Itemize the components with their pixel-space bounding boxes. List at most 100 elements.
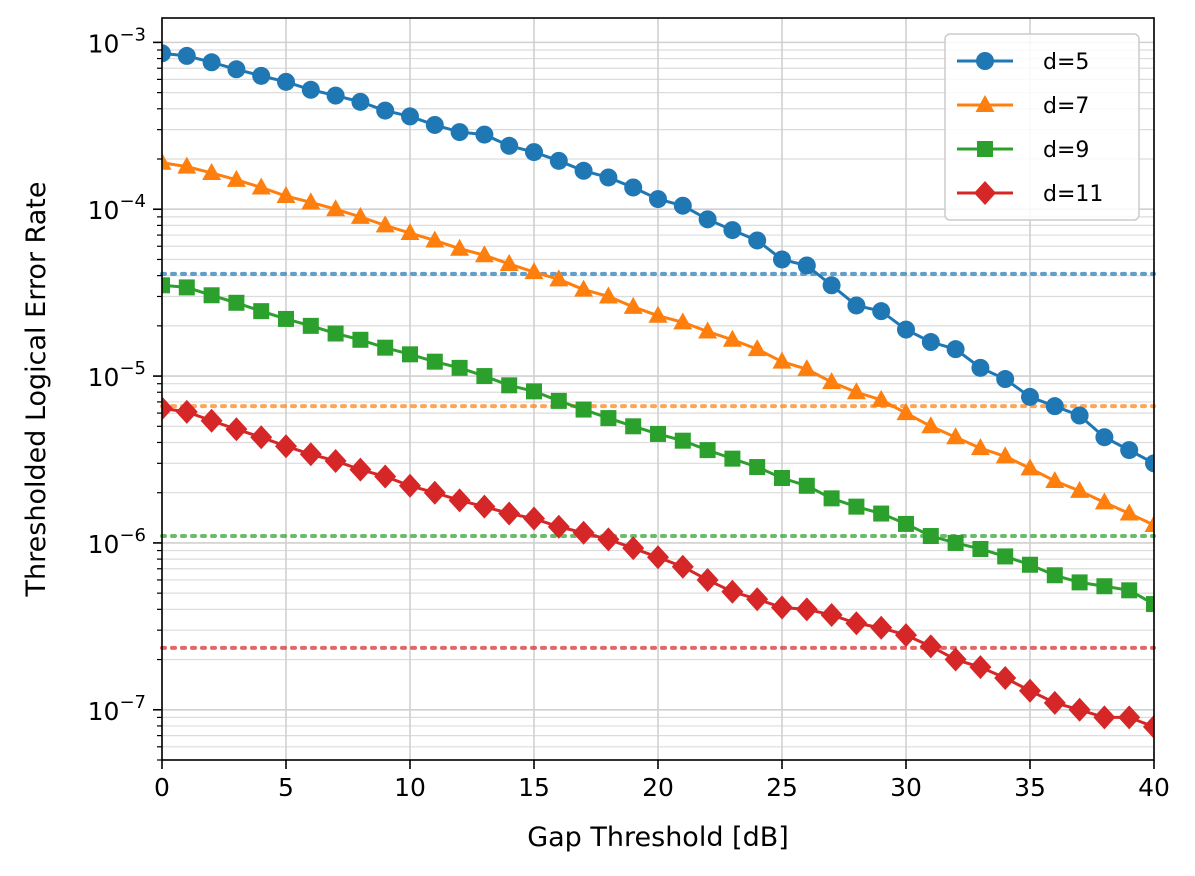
data-point <box>474 245 494 263</box>
x-tick-label: 25 <box>766 773 798 802</box>
data-point <box>721 579 744 604</box>
data-point <box>896 403 916 421</box>
y-axis-label: Thresholded Logical Error Rate <box>21 182 52 598</box>
legend-label: d=7 <box>1043 94 1089 119</box>
data-point <box>1143 714 1154 739</box>
data-point <box>774 469 790 486</box>
data-point <box>673 196 692 215</box>
x-tick-label: 20 <box>642 773 674 802</box>
data-point <box>550 392 567 409</box>
data-point <box>749 459 766 476</box>
data-point <box>1045 397 1064 416</box>
data-point <box>624 178 643 197</box>
legend-marker <box>977 141 993 157</box>
data-point <box>1043 690 1066 715</box>
data-point <box>277 72 295 91</box>
data-point <box>747 339 767 357</box>
data-point <box>402 346 418 363</box>
x-axis-label: Gap Threshold [dB] <box>527 822 789 853</box>
data-point <box>1019 678 1041 703</box>
data-point <box>696 567 719 592</box>
data-point <box>549 151 568 170</box>
x-tick-label: 30 <box>890 773 922 802</box>
data-point <box>500 136 519 155</box>
legend-label: d=5 <box>1043 50 1089 75</box>
data-point <box>425 115 444 134</box>
data-point <box>797 359 817 377</box>
data-point <box>1020 458 1040 476</box>
data-point <box>797 256 816 275</box>
data-point <box>162 152 172 170</box>
data-point <box>1145 454 1154 473</box>
data-point <box>376 101 395 120</box>
data-point <box>1021 387 1039 406</box>
data-point <box>375 215 395 233</box>
data-point <box>425 230 445 248</box>
data-point <box>525 143 543 162</box>
data-point <box>599 168 618 187</box>
data-point <box>227 60 246 79</box>
data-point <box>798 477 815 494</box>
data-point <box>575 401 592 418</box>
data-series <box>162 44 1154 739</box>
series-d=11 <box>162 396 1154 739</box>
y-tick-label: 10−5 <box>88 358 146 392</box>
data-point <box>226 169 246 187</box>
data-point <box>674 432 691 449</box>
data-point <box>278 310 294 327</box>
data-point <box>922 528 939 545</box>
data-point <box>946 427 966 445</box>
data-point <box>647 545 669 570</box>
y-tick-label: 10−3 <box>88 24 146 58</box>
data-point <box>276 186 296 204</box>
data-point <box>623 296 643 314</box>
data-point <box>523 506 545 531</box>
data-point <box>202 162 222 180</box>
data-point <box>299 442 322 467</box>
data-point <box>574 161 593 180</box>
data-point <box>773 250 791 269</box>
data-point <box>324 448 347 473</box>
data-point <box>822 276 841 295</box>
series-d=7 <box>162 152 1154 533</box>
data-point <box>326 199 346 217</box>
data-point <box>399 473 421 498</box>
y-tick-label: 10−4 <box>88 191 146 225</box>
data-point <box>846 382 866 400</box>
data-point <box>498 501 521 526</box>
legend-marker <box>976 52 994 70</box>
data-point <box>1070 480 1090 498</box>
data-point <box>919 634 942 659</box>
data-point <box>401 107 419 126</box>
data-point <box>351 92 370 111</box>
legend-entry: d=9 <box>957 138 1089 163</box>
data-point <box>994 666 1017 691</box>
data-point <box>475 125 494 144</box>
data-point <box>822 372 842 390</box>
x-tick-label: 35 <box>1014 773 1046 802</box>
data-point <box>746 587 769 612</box>
data-point <box>698 210 717 229</box>
data-point <box>473 494 496 519</box>
data-point <box>349 457 372 482</box>
data-point <box>897 320 915 339</box>
series-d=9 <box>162 277 1154 613</box>
data-point <box>1146 596 1154 613</box>
data-point <box>1144 515 1154 533</box>
data-point <box>795 597 818 622</box>
data-point <box>847 296 866 315</box>
data-point <box>848 498 865 515</box>
data-point <box>162 44 171 63</box>
data-point <box>845 611 868 636</box>
data-point <box>971 358 990 377</box>
x-tick-label: 0 <box>154 773 170 802</box>
data-point <box>1046 567 1063 584</box>
data-point <box>162 396 173 421</box>
data-point <box>1022 556 1038 573</box>
data-point <box>1068 697 1091 722</box>
data-point <box>250 425 273 450</box>
data-point <box>549 269 569 287</box>
data-point <box>823 490 840 507</box>
data-point <box>251 177 271 195</box>
data-point <box>947 534 964 551</box>
